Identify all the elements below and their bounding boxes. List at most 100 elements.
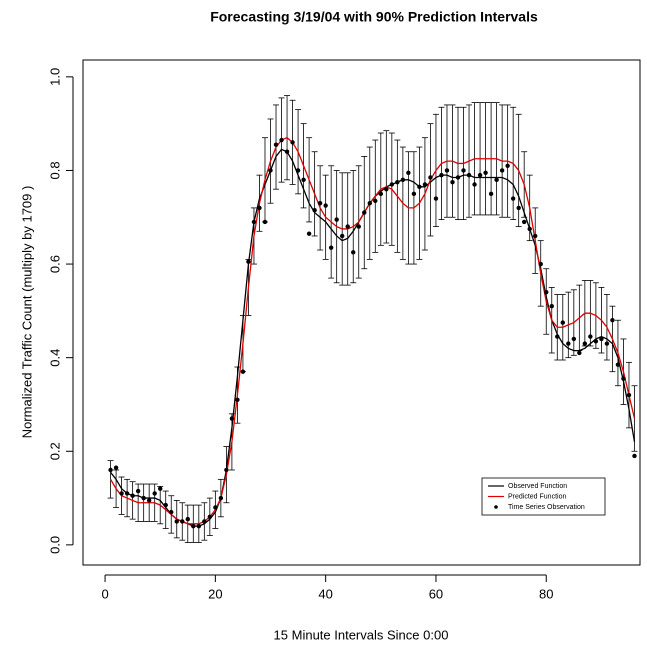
observation-point: [317, 201, 323, 206]
observation-point: [345, 224, 350, 229]
observation-point: [533, 233, 538, 239]
observation-point: [510, 196, 516, 201]
observation-point: [577, 350, 582, 356]
observation-point: [235, 397, 240, 402]
observation-point: [113, 465, 119, 470]
observation-point: [582, 341, 588, 346]
observation-point: [284, 149, 290, 154]
observation-point: [146, 498, 152, 503]
observation-point: [544, 289, 549, 295]
observation-point: [483, 170, 488, 175]
observation-point: [599, 336, 604, 342]
y-tick-label: 0.6: [47, 255, 62, 273]
y-tick-label: 0.0: [47, 536, 62, 554]
y-tick-label: 0.4: [47, 349, 62, 367]
observation-point: [626, 392, 632, 398]
observation-point: [439, 172, 444, 178]
observation-point: [422, 182, 428, 187]
observation-point: [461, 168, 466, 173]
observation-point: [433, 196, 439, 201]
observation-point: [207, 514, 213, 519]
observation-point: [428, 175, 433, 180]
x-tick-label: 40: [318, 586, 332, 601]
observation-point: [477, 172, 483, 178]
observation-point: [257, 205, 262, 211]
observation-point: [555, 334, 560, 339]
observation-point: [632, 453, 637, 459]
observation-point: [472, 182, 477, 187]
observation-point: [290, 140, 295, 145]
y-tick-label: 1.0: [47, 68, 62, 86]
observation-point: [571, 336, 577, 342]
observation-point: [604, 341, 610, 346]
observation-point: [516, 205, 521, 211]
observation-point: [202, 519, 207, 524]
x-tick-label: 80: [539, 586, 553, 601]
observation-point: [174, 519, 179, 524]
observation-point: [417, 184, 422, 190]
observation-point: [505, 163, 510, 168]
observation-point: [621, 376, 626, 381]
observation-point: [185, 516, 190, 522]
plot-box: [82, 59, 641, 566]
observation-point: [213, 505, 218, 510]
observation-point: [279, 137, 284, 143]
observation-point: [521, 219, 527, 225]
observation-point: [218, 495, 224, 501]
observation-point: [389, 182, 395, 187]
observation-point: [549, 303, 554, 309]
observation-point: [356, 224, 361, 229]
observation-point: [466, 172, 472, 178]
observation-point: [268, 168, 273, 173]
observation-point: [262, 219, 268, 225]
observation-point: [593, 339, 599, 344]
observation-point: [323, 203, 328, 208]
observation-point: [229, 416, 235, 421]
x-tick-label: 20: [208, 586, 222, 601]
observation-point: [169, 509, 174, 515]
observation-point: [538, 261, 543, 267]
observation-point: [180, 519, 185, 524]
legend-label: Predicted Function: [508, 493, 566, 500]
observation-point: [378, 191, 384, 197]
observation-point: [488, 191, 494, 197]
observation-point: [158, 486, 163, 491]
observation-point: [334, 217, 339, 222]
observation-point: [373, 198, 378, 204]
observation-point: [124, 491, 130, 496]
observation-point: [119, 491, 124, 496]
observation-point: [240, 369, 246, 374]
observation-point: [560, 320, 565, 325]
observation-point: [163, 502, 168, 508]
y-tick-label: 0.2: [47, 442, 62, 460]
observation-point: [450, 179, 455, 185]
observation-point: [306, 231, 312, 236]
observation-point: [367, 201, 372, 206]
observation-point: [312, 208, 317, 213]
observation-point: [384, 186, 389, 192]
chart-title: Forecasting 3/19/04 with 90% Prediction …: [210, 9, 538, 25]
x-axis-label: 15 Minute Intervals Since 0:00: [274, 627, 449, 642]
observation-point: [395, 179, 400, 185]
observation-point: [499, 168, 505, 173]
observation-point: [588, 334, 593, 339]
observation-point: [351, 250, 356, 255]
legend-symbol: [494, 505, 498, 509]
observation-point: [273, 142, 279, 147]
y-axis-label: Normalized Traffic Count (multiply by 17…: [19, 186, 34, 439]
observation-point: [196, 523, 202, 529]
observation-point: [130, 493, 135, 498]
observation-point: [301, 177, 306, 183]
observation-point: [251, 219, 257, 225]
observation-point: [108, 467, 113, 473]
y-tick-label: 0.8: [47, 161, 62, 179]
observation-point: [455, 175, 461, 180]
observation-point: [411, 191, 417, 197]
observation-point: [527, 226, 532, 232]
observation-point: [295, 168, 301, 173]
observation-point: [615, 362, 621, 367]
observation-point: [610, 318, 615, 323]
observation-point: [406, 170, 411, 175]
observation-point: [566, 341, 571, 346]
